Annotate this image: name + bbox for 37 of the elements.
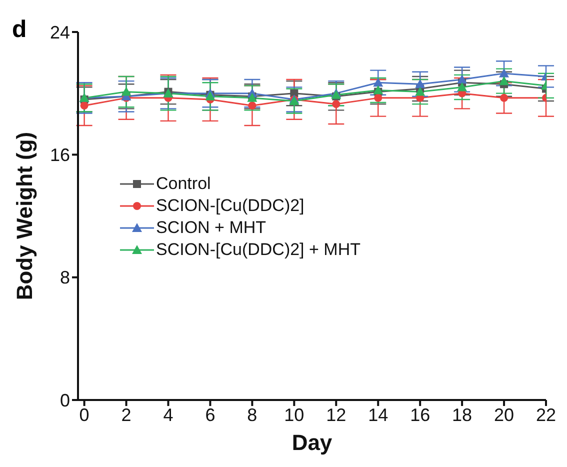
- point: [80, 102, 88, 110]
- y-tick-label: 16: [50, 145, 70, 166]
- x-tick-label: 6: [205, 404, 216, 425]
- legend-label: SCION-[Cu(DDC)2]: [156, 196, 304, 216]
- text: d: [12, 16, 27, 44]
- x-tick-label: 14: [368, 404, 388, 425]
- point: [457, 82, 468, 92]
- y-tick-label: 8: [60, 268, 70, 288]
- x-tick-label: 10: [284, 404, 304, 425]
- x-tick-label: 22: [536, 404, 556, 425]
- y-axis-title: Body Weight (g): [12, 132, 37, 300]
- x-tick-label: 2: [121, 404, 132, 425]
- x-axis-title: Day: [292, 430, 333, 455]
- x-tick-label: 20: [494, 404, 514, 425]
- point: [415, 79, 426, 88]
- x-tick-label: 12: [326, 404, 346, 425]
- legend-label: SCION + MHT: [156, 218, 266, 238]
- y-tick-label: 0: [60, 390, 70, 410]
- x-tick-label: 16: [410, 404, 430, 425]
- point: [373, 85, 384, 94]
- point: [499, 76, 510, 86]
- y-tick-label: 24: [50, 22, 70, 42]
- point: [248, 102, 256, 110]
- x-tick-label: 18: [452, 404, 472, 425]
- point: [373, 78, 384, 87]
- legend-label: SCION-[Cu(DDC)2] + MHT: [156, 240, 360, 260]
- point: [121, 86, 132, 96]
- x-tick-label: 4: [163, 404, 174, 425]
- point: [332, 100, 340, 108]
- point: [500, 94, 508, 102]
- x-tick-label: 8: [247, 404, 258, 425]
- point: [457, 74, 468, 84]
- point: [499, 68, 510, 78]
- legend-label: Control: [156, 174, 211, 194]
- x-tick-label: 0: [79, 404, 90, 425]
- point: [374, 94, 382, 102]
- point: [415, 86, 426, 96]
